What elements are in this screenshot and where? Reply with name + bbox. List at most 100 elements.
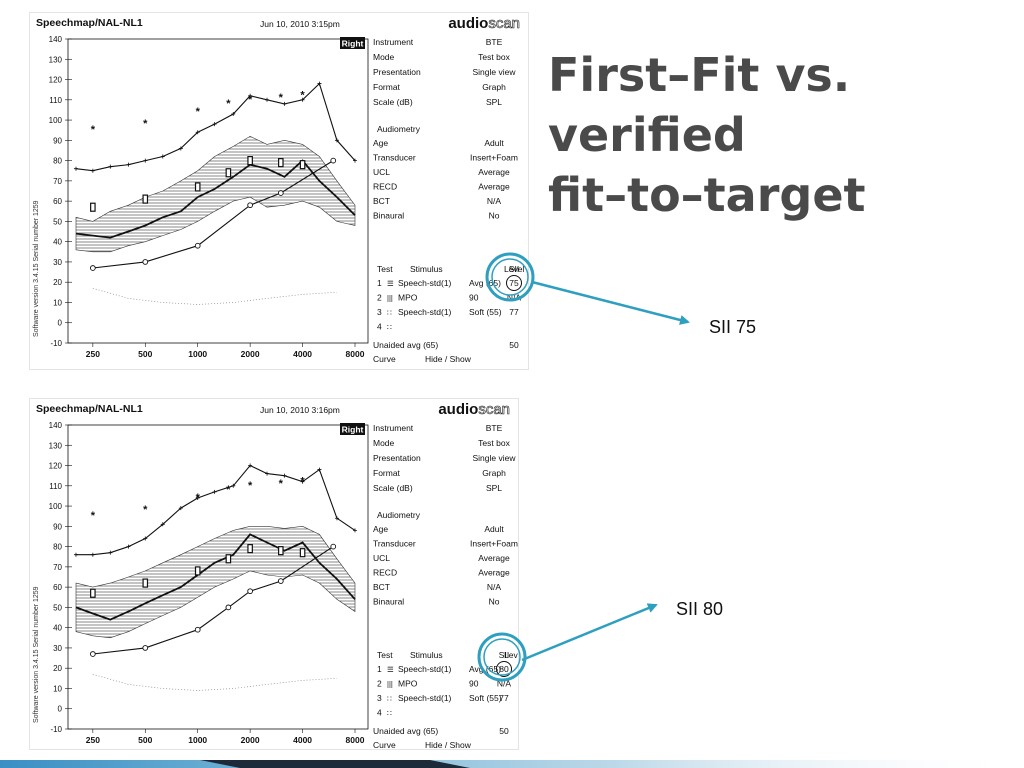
mpo-point	[353, 528, 358, 533]
target-point	[142, 194, 149, 204]
test-row-sii: 80	[499, 664, 509, 674]
audiometry-value: Average	[478, 568, 510, 578]
threshold-point	[277, 190, 284, 196]
test-row-level: Soft (55)	[469, 307, 502, 317]
test-row-number: 2	[377, 679, 382, 689]
speechmap-chart-verified: Speechmap/NAL-NL1 Jun 10, 2010 3:16pm audi…	[33, 401, 524, 750]
test-row-symbol: ∷	[387, 709, 392, 718]
ambient-line	[92, 673, 337, 691]
y-tick-label: 120	[49, 76, 63, 85]
ucl-point: *	[143, 118, 148, 130]
y-tick-label: 120	[49, 462, 63, 471]
mpo-point	[90, 552, 95, 557]
y-tick-label: 60	[53, 583, 62, 592]
target-point	[194, 182, 201, 192]
ucl-point: *	[196, 492, 201, 504]
ucl-point: *	[300, 90, 305, 102]
ucl-point: *	[248, 480, 253, 492]
target-point	[225, 554, 232, 564]
audiometry-label: RECD	[373, 182, 397, 192]
slide-title-line-3: fit–to–target	[548, 168, 866, 222]
mpo-point	[248, 93, 253, 98]
test-header-test: Test	[377, 650, 393, 660]
test-row-symbol: ☰	[387, 279, 394, 288]
y-tick-label: 70	[53, 563, 62, 572]
info-value: Graph	[482, 468, 506, 478]
test-row-number: 4	[377, 322, 382, 332]
y-tick-label: 100	[49, 116, 63, 125]
test-row-stimulus: Speech-std(1)	[398, 307, 452, 317]
ucl-point: *	[226, 484, 231, 496]
test-row-number: 3	[377, 693, 382, 703]
mpo-point	[108, 550, 113, 555]
ucl-point: *	[91, 124, 96, 136]
test-row-stimulus: Speech-std(1)	[398, 693, 452, 703]
plot-frame	[67, 424, 369, 730]
audiometry-label: UCL	[373, 553, 390, 563]
brand-logo: audioscan	[438, 401, 510, 418]
target-point	[247, 544, 253, 554]
info-value: Test box	[478, 52, 510, 62]
info-label: Instrument	[373, 423, 414, 433]
test-row-number: 2	[377, 293, 382, 303]
audiometry-value: Insert+Foam	[470, 539, 518, 549]
unaided-label: Unaided avg (65)	[373, 340, 438, 350]
mpo-point	[212, 489, 217, 494]
curve-label: Curve	[373, 740, 396, 749]
y-tick-label: 80	[53, 157, 62, 166]
mpo-point	[178, 146, 183, 151]
test-row-number: 4	[377, 708, 382, 718]
ear-badge: Right	[342, 425, 364, 435]
test-row-symbol: |||	[387, 680, 393, 689]
mpo-point	[143, 158, 148, 163]
x-tick-label: 1000	[188, 735, 207, 745]
threshold-point	[142, 259, 149, 265]
mpo-point	[334, 138, 339, 143]
y-tick-label: 30	[53, 644, 62, 653]
mpo-point	[300, 479, 305, 484]
speechmap-panel-first-fit: Speechmap/NAL-NL1 Jun 10, 2010 3:15pm audi…	[29, 12, 529, 370]
test-row-stimulus: MPO	[398, 679, 418, 689]
threshold-point	[247, 588, 253, 595]
mpo-point	[317, 81, 322, 86]
audiometry-label: Transducer	[373, 539, 416, 549]
test-row-symbol: ☰	[387, 665, 394, 674]
y-tick-label: 40	[53, 624, 62, 633]
mpo-point	[126, 544, 131, 549]
test-row-stimulus: Speech-std(1)	[398, 278, 452, 288]
ear-badge: Right	[342, 39, 364, 49]
info-value: SPL	[486, 483, 502, 493]
y-tick-label: 0	[58, 705, 63, 714]
mpo-point	[334, 516, 339, 521]
y-tick-label: 10	[53, 684, 62, 693]
y-tick-label: 0	[58, 319, 63, 328]
test-header-sii: SII	[499, 650, 509, 660]
y-tick-label: 50	[53, 603, 62, 612]
x-tick-label: 8000	[346, 349, 365, 359]
ear-badge-box	[340, 37, 365, 49]
info-label: Format	[373, 468, 401, 478]
audiometry-heading: Audiometry	[377, 510, 421, 520]
threshold-point	[89, 265, 96, 271]
info-label: Instrument	[373, 37, 414, 47]
ear-badge-box	[340, 423, 365, 435]
target-point	[278, 546, 284, 556]
mpo-point	[265, 97, 270, 102]
test-row-sii: N/A	[507, 293, 522, 303]
info-value: Single view	[473, 453, 517, 463]
target-point	[142, 578, 149, 588]
audiometry-value: Average	[478, 167, 510, 177]
test-header-test: Test	[377, 264, 393, 274]
x-tick-label: 500	[138, 735, 152, 745]
info-label: Format	[373, 82, 401, 92]
ucl-point: *	[143, 504, 148, 516]
speech-band-area	[75, 525, 356, 639]
y-tick-label: 90	[53, 522, 62, 531]
audiometry-value: N/A	[487, 582, 502, 592]
x-tick-label: 8000	[346, 735, 365, 745]
x-tick-label: 500	[138, 349, 152, 359]
brand-logo: audioscan	[448, 15, 520, 32]
mpo-point	[143, 536, 148, 541]
ambient-line	[92, 287, 337, 305]
test-row-sii: N/A	[497, 679, 512, 689]
